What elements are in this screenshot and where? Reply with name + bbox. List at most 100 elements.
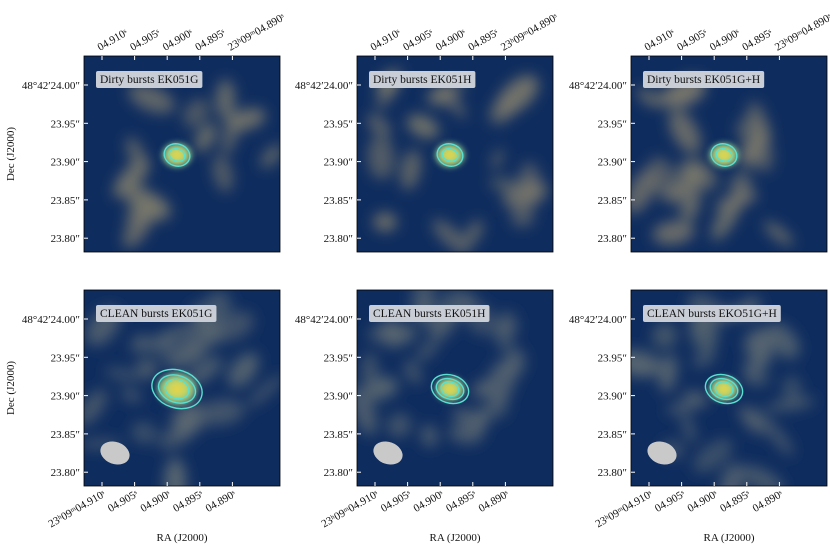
dec-tick-label: 23.85″ xyxy=(324,429,353,441)
dec-tick-label: 23.85″ xyxy=(51,195,80,207)
noise-blob xyxy=(164,457,187,486)
contour xyxy=(157,374,197,404)
noise-blob xyxy=(682,390,707,403)
dec-tick-label: 23.80″ xyxy=(598,233,627,245)
noise-blob xyxy=(491,148,504,170)
ra-tick-label: 23ʰ09ᵐ04.910ˢ xyxy=(320,488,382,530)
noise-blob xyxy=(215,79,236,120)
ra-tick-label: 04.905ˢ xyxy=(106,488,141,515)
panel-label: CLEAN bursts EK051H xyxy=(373,308,485,320)
noise-blob xyxy=(143,326,186,352)
noise-blob xyxy=(659,353,678,393)
noise xyxy=(113,79,280,248)
label-box xyxy=(643,71,765,88)
noise-blob xyxy=(486,393,509,419)
dec-tick-label: 23.90″ xyxy=(324,391,353,403)
dec-tick-label: 23.85″ xyxy=(51,429,80,441)
noise-blob xyxy=(221,113,240,156)
noise-blob xyxy=(648,156,682,204)
label-box xyxy=(643,305,781,322)
dec-tick-label: 23.80″ xyxy=(598,467,627,479)
noise-blob xyxy=(174,401,202,439)
noise-blob xyxy=(438,82,467,119)
noise-blob xyxy=(260,144,280,168)
noise-blob xyxy=(679,159,719,191)
noise-blob xyxy=(365,376,399,400)
panel-frame xyxy=(630,289,828,487)
noise-blob xyxy=(473,404,491,437)
panel-label: CLEAN bursts EKO51G+H xyxy=(647,308,777,320)
dec-tick-label: 23.90″ xyxy=(598,391,627,403)
noise-blob xyxy=(420,424,438,447)
noise-blob xyxy=(373,212,397,232)
dec-tick-label: 23.95″ xyxy=(324,352,353,364)
noise-blob xyxy=(766,322,800,359)
contour xyxy=(715,148,733,162)
dec-tick-label: 23.90″ xyxy=(51,391,80,403)
noise-blob xyxy=(743,350,773,378)
source xyxy=(433,141,467,169)
noise-blob xyxy=(464,219,484,247)
noise-blob xyxy=(84,389,108,426)
panel-label: Dirty bursts EK051H xyxy=(373,74,471,86)
noise-blob xyxy=(194,399,245,426)
dec-tick-label: 48°42′24.00″ xyxy=(22,80,80,92)
panel: Dirty bursts EK051G 48°42′24.00″ 23.95″ 23.… xyxy=(5,11,287,253)
ra-tick-label: 04.895ˢ xyxy=(444,488,479,515)
noise-blob xyxy=(182,98,210,128)
ra-tick-label: 04.900ˢ xyxy=(411,488,446,515)
noise-blob xyxy=(764,420,794,456)
panel: Dirty bursts EK051G+H 48°42′24.00″ 23.95″ 2… xyxy=(569,11,830,253)
noise-blob xyxy=(489,177,515,190)
noise-blob xyxy=(120,389,142,402)
noise-blob xyxy=(718,462,744,486)
ra-tick-label: 04.910ˢ xyxy=(369,27,404,54)
beam xyxy=(647,441,677,465)
contour xyxy=(435,377,465,401)
noise-blob xyxy=(380,319,402,344)
ra-tick-label: 04.895ˢ xyxy=(466,27,501,54)
dec-tick-label: 48°42′24.00″ xyxy=(295,80,353,92)
noise-blob xyxy=(415,339,439,362)
panel: CLEAN bursts EKO51G+H 48°42′24.00″ 23.95″ 2… xyxy=(569,289,828,544)
noise-blob xyxy=(247,374,280,408)
x-axis-label: RA (J2000) xyxy=(703,532,754,544)
panel: Dirty bursts EK051H 48°42′24.00″ 23.95″ 23.… xyxy=(295,11,560,253)
noise xyxy=(631,293,816,486)
noise-blob xyxy=(651,322,678,349)
ra-tick-label: 04.890ˢ xyxy=(751,488,786,515)
source xyxy=(707,141,741,169)
noise-blob xyxy=(432,219,470,252)
source xyxy=(160,141,194,169)
noise-blob xyxy=(194,123,216,152)
dec-tick-label: 48°42′24.00″ xyxy=(295,314,353,326)
noise-blob xyxy=(357,386,378,436)
noise-blob xyxy=(782,375,802,401)
noise-blob xyxy=(127,191,172,221)
noise-blob xyxy=(668,109,701,154)
ra-tick-label: 04.905ˢ xyxy=(675,27,710,54)
ra-tick-label: 04.900ˢ xyxy=(685,488,720,515)
noise-blob xyxy=(227,353,258,388)
ra-tick-label: 04.895ˢ xyxy=(193,27,228,54)
noise-blob xyxy=(631,167,658,214)
noise-blob xyxy=(714,192,759,210)
noise-blob xyxy=(680,186,701,222)
dec-tick-label: 23.85″ xyxy=(324,195,353,207)
contour xyxy=(168,148,186,162)
noise-blob xyxy=(693,438,733,473)
dec-tick-label: 23.90″ xyxy=(324,157,353,169)
x-axis-label: RA (J2000) xyxy=(429,532,480,544)
label-box xyxy=(96,305,217,322)
contour xyxy=(714,381,734,397)
noise-blob xyxy=(179,339,202,362)
noise-blob xyxy=(367,134,395,180)
ra-tick-label: 04.895ˢ xyxy=(718,488,753,515)
dec-tick-label: 48°42′24.00″ xyxy=(569,80,627,92)
image xyxy=(84,290,280,486)
noise-blob xyxy=(636,87,660,107)
image xyxy=(357,56,553,252)
panel: CLEAN bursts EK051G 48°42′24.00″ 23.95″ 23.… xyxy=(5,289,281,544)
contour xyxy=(151,368,203,410)
